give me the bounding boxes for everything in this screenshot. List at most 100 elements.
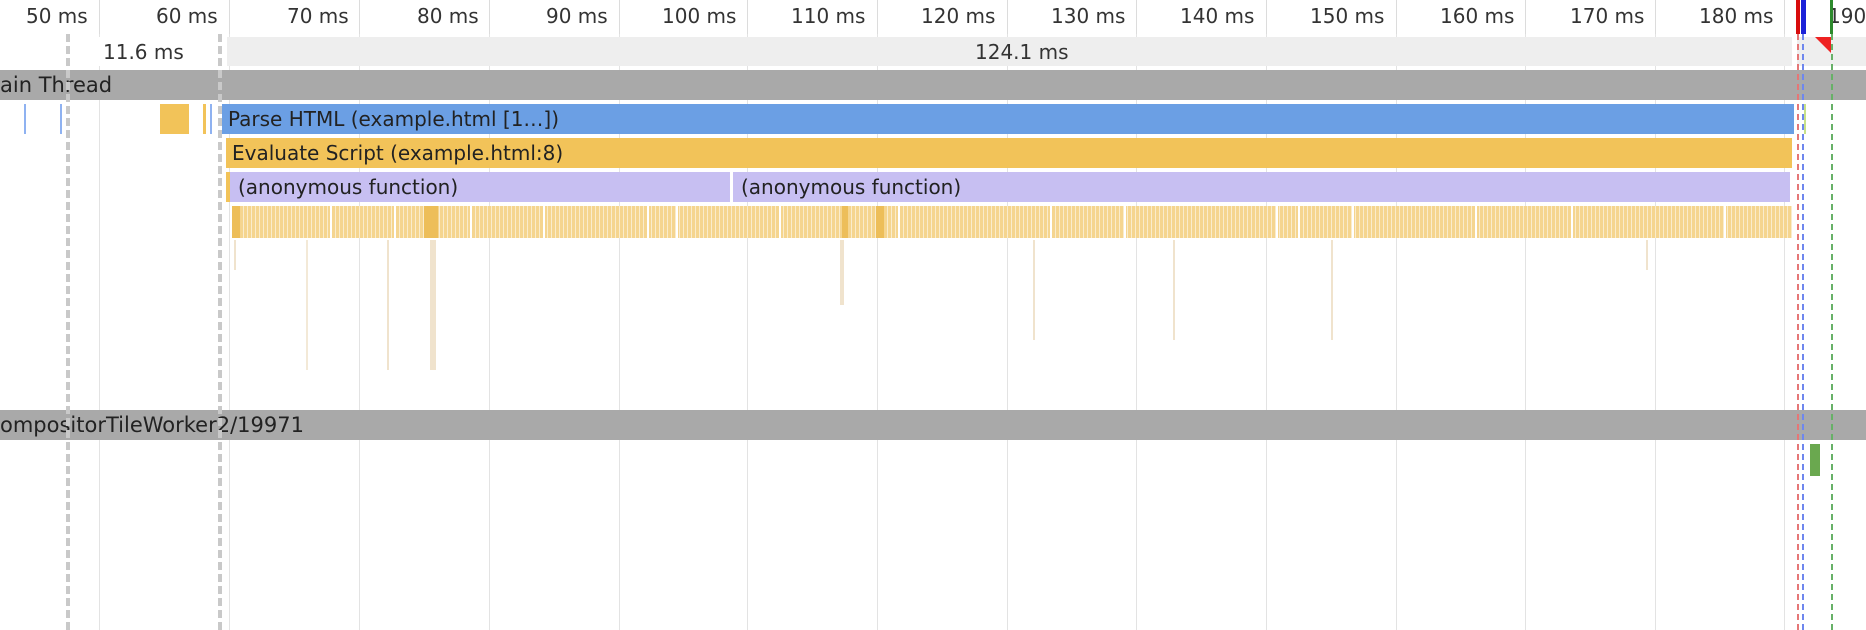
time-ruler[interactable]: 50 ms 60 ms 70 ms 80 ms 90 ms 100 ms 110… xyxy=(0,0,1866,34)
anonymous-function-event-2[interactable]: (anonymous function) xyxy=(733,172,1791,202)
grid-line xyxy=(1525,34,1526,630)
frame-duration-2: 124.1 ms xyxy=(975,40,1069,64)
grid-line xyxy=(747,34,748,630)
ruler-tick xyxy=(619,0,620,34)
nested-call[interactable] xyxy=(232,206,240,238)
frame-duration-1: 11.6 ms xyxy=(103,40,184,64)
grid-line xyxy=(1266,34,1267,630)
frames-row: 11.6 ms 124.1 ms xyxy=(0,37,1866,66)
small-event[interactable] xyxy=(24,104,26,134)
grid-line xyxy=(1136,34,1137,630)
nested-calls-row[interactable] xyxy=(232,206,1792,238)
stripe-gap xyxy=(470,206,472,238)
small-event[interactable] xyxy=(1804,104,1806,134)
deep-call[interactable] xyxy=(1646,240,1648,270)
grid-line xyxy=(1007,34,1008,630)
ruler-tick xyxy=(99,0,100,34)
frame-block-2[interactable] xyxy=(226,37,1792,66)
grid-line xyxy=(877,34,878,630)
evaluate-script-event[interactable]: Evaluate Script (example.html:8) xyxy=(226,138,1792,168)
anonymous-function-event-1[interactable]: (anonymous function) xyxy=(226,172,731,202)
stripe-gap xyxy=(779,206,781,238)
ruler-tick xyxy=(1007,0,1008,34)
tick-label-60: 60 ms xyxy=(156,4,218,28)
ruler-tick xyxy=(1655,0,1656,34)
evaluate-script-label: Evaluate Script (example.html:8) xyxy=(232,141,564,165)
raster-task-event[interactable] xyxy=(1810,444,1820,476)
tick-label-140: 140 ms xyxy=(1180,4,1255,28)
ruler-tick xyxy=(489,0,490,34)
ruler-tick xyxy=(877,0,878,34)
tick-label-100: 100 ms xyxy=(662,4,737,28)
stripe-gap xyxy=(394,206,396,238)
small-script-event[interactable] xyxy=(160,104,189,134)
compositor-thread-header[interactable]: ompositorTileWorker2/19971 xyxy=(0,410,1866,440)
stripe-gap xyxy=(543,206,545,238)
tick-label-180: 180 ms xyxy=(1699,4,1774,28)
deep-call[interactable] xyxy=(306,240,308,370)
tick-label-190: 190 xyxy=(1828,4,1866,28)
small-event[interactable] xyxy=(60,104,62,134)
stripe-gap xyxy=(1571,206,1573,238)
frame-block-1[interactable] xyxy=(68,37,220,66)
grid-line xyxy=(1396,34,1397,630)
tick-label-170: 170 ms xyxy=(1570,4,1645,28)
tick-label-160: 160 ms xyxy=(1440,4,1515,28)
deep-call[interactable] xyxy=(430,240,436,370)
first-paint-line xyxy=(1797,34,1799,630)
stripe-gap xyxy=(1475,206,1477,238)
deep-call[interactable] xyxy=(1331,240,1333,340)
main-thread-title: ain Thread xyxy=(0,73,113,97)
ruler-tick xyxy=(747,0,748,34)
deep-call[interactable] xyxy=(1173,240,1175,340)
nested-call[interactable] xyxy=(424,206,438,238)
tick-label-150: 150 ms xyxy=(1310,4,1385,28)
first-paint-marker[interactable] xyxy=(1796,0,1800,34)
parse-html-label: Parse HTML (example.html [1…]) xyxy=(228,107,560,131)
warning-triangle-icon[interactable] xyxy=(1815,37,1831,53)
selection-end-handle[interactable] xyxy=(218,34,222,630)
ruler-tick xyxy=(1784,0,1785,34)
selection-start-handle[interactable] xyxy=(66,34,70,630)
grid-line xyxy=(229,34,230,630)
ruler-tick xyxy=(1136,0,1137,34)
tick-label-70: 70 ms xyxy=(287,4,349,28)
tick-label-110: 110 ms xyxy=(791,4,866,28)
stripe-gap xyxy=(1352,206,1354,238)
dom-content-loaded-marker[interactable] xyxy=(1801,0,1806,34)
grid-line xyxy=(489,34,490,630)
parse-html-event[interactable]: Parse HTML (example.html [1…]) xyxy=(222,104,1794,134)
ruler-tick xyxy=(1525,0,1526,34)
compositor-thread-title: ompositorTileWorker2/19971 xyxy=(0,413,304,437)
ruler-tick xyxy=(1266,0,1267,34)
main-thread-header[interactable]: ain Thread xyxy=(0,70,1866,100)
stripe-gap xyxy=(1050,206,1052,238)
deep-call[interactable] xyxy=(1033,240,1035,340)
deep-call[interactable] xyxy=(234,240,236,270)
stripe-gap xyxy=(1724,206,1726,238)
tick-label-80: 80 ms xyxy=(417,4,479,28)
deep-call[interactable] xyxy=(840,240,844,305)
anonymous-function-label-1: (anonymous function) xyxy=(238,175,459,199)
stripe-gap xyxy=(1276,206,1278,238)
ruler-tick xyxy=(229,0,230,34)
small-script-event[interactable] xyxy=(203,104,206,134)
dom-content-loaded-line xyxy=(1802,34,1804,630)
grid-line xyxy=(359,34,360,630)
deep-call[interactable] xyxy=(387,240,389,370)
grid-line xyxy=(619,34,620,630)
tick-label-90: 90 ms xyxy=(546,4,608,28)
nested-call[interactable] xyxy=(842,206,848,238)
ruler-tick xyxy=(359,0,360,34)
tick-label-120: 120 ms xyxy=(921,4,996,28)
anonymous-function-label-2: (anonymous function) xyxy=(741,175,962,199)
stripe-gap xyxy=(898,206,900,238)
small-event[interactable] xyxy=(210,104,212,134)
stripe-gap xyxy=(647,206,649,238)
stripe-gap xyxy=(676,206,678,238)
load-marker[interactable] xyxy=(1830,0,1833,34)
nested-call[interactable] xyxy=(876,206,884,238)
stripe-gap xyxy=(1124,206,1126,238)
grid-line xyxy=(1784,34,1785,630)
stripe-gap xyxy=(1298,206,1300,238)
